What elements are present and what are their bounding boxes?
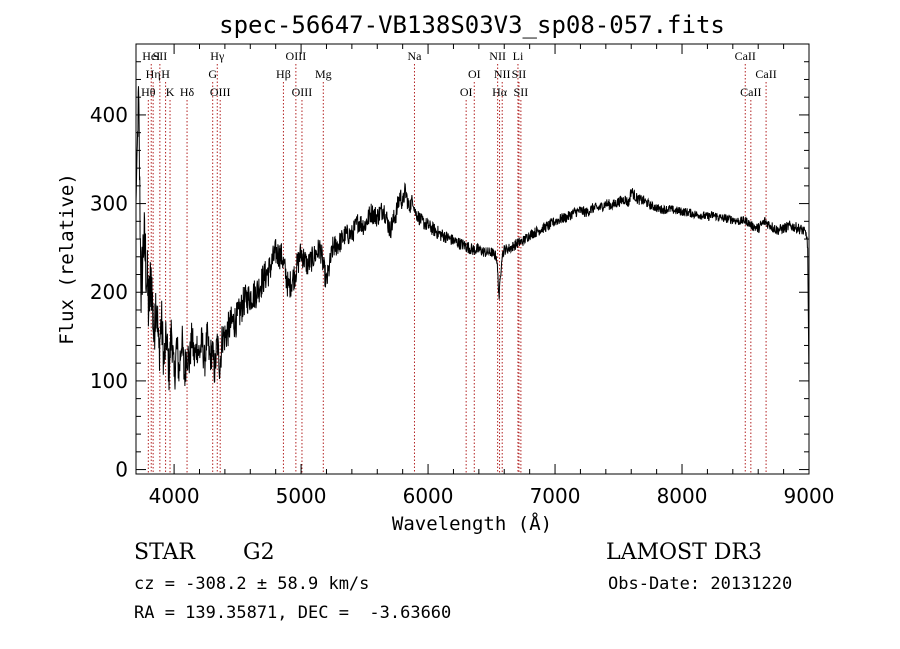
survey-name: LAMOST DR3 (606, 540, 762, 565)
line-marker-label: Hη (146, 67, 161, 81)
line-marker-label: OIII (286, 49, 307, 63)
y-tick-label: 200 (90, 280, 128, 304)
line-marker-label: OI (460, 85, 473, 99)
line-marker-label: OI (468, 67, 481, 81)
line-marker-label: Hδ (180, 85, 195, 99)
y-tick-label: 100 (90, 369, 128, 393)
line-marker-label: H (161, 67, 170, 81)
y-tick-label: 400 (90, 103, 128, 127)
line-marker-label: Hγ (210, 49, 225, 63)
x-tick-label: 6000 (403, 484, 454, 508)
line-marker-label: HeI (142, 49, 160, 63)
subclass: G2 (243, 540, 275, 565)
line-marker-label: Na (407, 49, 422, 63)
coordinates-readout: RA = 139.35871, DEC = -3.63660 (134, 603, 452, 623)
x-tick-label: 7000 (530, 484, 581, 508)
line-marker-label: Hθ (141, 85, 156, 99)
velocity-readout: cz = -308.2 ± 58.9 km/s (134, 574, 370, 594)
plot-frame (135, 43, 810, 475)
line-marker-label: OIII (292, 85, 313, 99)
y-tick-label: 300 (90, 192, 128, 216)
line-marker-label: OIII (210, 85, 231, 99)
line-marker-label: NII (494, 67, 511, 81)
line-marker-label: CaII (740, 85, 761, 99)
line-marker-label: Li (513, 49, 524, 63)
y-tick-label: 0 (115, 458, 128, 482)
line-marker-label: CaII (755, 67, 776, 81)
line-marker-label: SII (514, 85, 529, 99)
x-tick-label: 5000 (276, 484, 327, 508)
x-axis-label: Wavelength (Å) (392, 512, 552, 535)
line-marker-label: G (208, 67, 217, 81)
line-marker-label: NII (489, 49, 506, 63)
line-marker-label: SII (512, 67, 527, 81)
x-axis-ticks: 4000 5000 6000 7000 8000 9000 (149, 44, 835, 508)
x-tick-label: 4000 (149, 484, 200, 508)
y-axis-ticks: 0 100 200 300 400 (90, 61, 809, 482)
line-marker-label: Mg (315, 67, 332, 81)
line-marker-label: Hα (492, 85, 508, 99)
y-axis-label: Flux (relative) (56, 173, 78, 345)
x-tick-label: 8000 (657, 484, 708, 508)
object-class: STAR (134, 540, 195, 565)
obs-date: Obs-Date: 20131220 (608, 574, 793, 594)
line-marker-label: Hβ (276, 67, 291, 81)
line-marker-label: CaII (735, 49, 756, 63)
x-tick-label: 9000 (784, 484, 835, 508)
chart-title: spec-56647-VB138S03V3_sp08-057.fits (219, 11, 725, 39)
line-marker-label: SII (153, 49, 168, 63)
spectrum-line (135, 86, 810, 397)
line-marker-label: K (166, 85, 175, 99)
